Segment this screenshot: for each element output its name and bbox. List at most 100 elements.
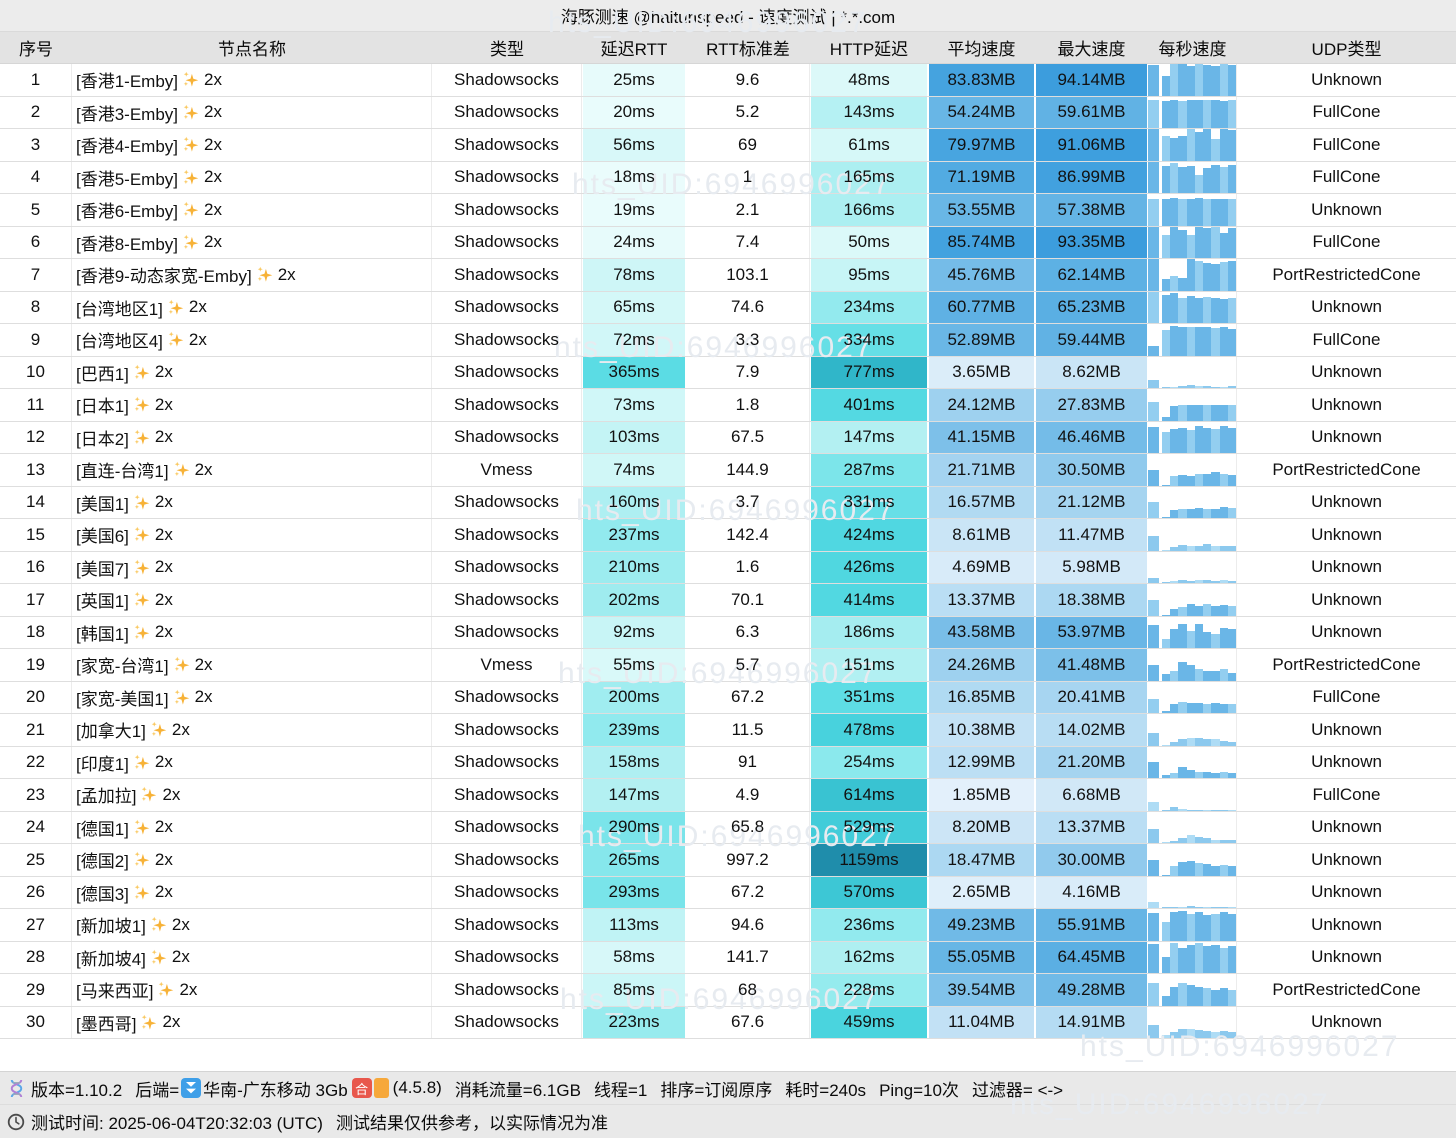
table-row: 24 [德国1] 2x Shadowsocks 290ms 65.8 529ms… bbox=[0, 811, 1456, 844]
cell-max-speed: 14.02MB bbox=[1035, 714, 1148, 746]
sparkline-bar bbox=[1162, 199, 1171, 226]
cell-max-speed: 49.28MB bbox=[1035, 974, 1148, 1006]
speed-sparkline bbox=[1148, 324, 1237, 356]
cell-max-speed: 30.50MB bbox=[1035, 454, 1148, 486]
cell-max-speed: 4.16MB bbox=[1035, 876, 1148, 908]
cell-rtt-stddev: 3.7 bbox=[686, 486, 810, 518]
cell-udp-type: Unknown bbox=[1311, 362, 1382, 382]
cell-avg-speed: 41.15MB bbox=[928, 421, 1035, 453]
column-header-0: 序号 bbox=[19, 40, 53, 59]
cell-protocol-type: Shadowsocks bbox=[432, 616, 582, 648]
sparkline-bar bbox=[1186, 546, 1195, 551]
sparkline-bar bbox=[1170, 429, 1179, 453]
sparkles-icon bbox=[167, 299, 184, 316]
speed-sparkline bbox=[1148, 909, 1237, 941]
cell-rtt-latency: 55ms bbox=[582, 649, 686, 681]
cell-node-name: [马来西亚] 2x bbox=[72, 974, 432, 1006]
cell-node-name: [台湾地区4] 2x bbox=[72, 324, 432, 356]
sparkline-bar bbox=[1178, 983, 1187, 1006]
sparkline-bar bbox=[1148, 502, 1159, 518]
cell-rtt-stddev: 65.8 bbox=[686, 811, 810, 843]
sparkline-bar bbox=[1178, 624, 1187, 648]
sparkline-bar bbox=[1178, 910, 1187, 941]
sparkline-bar bbox=[1203, 296, 1212, 323]
cell-udp-type: Unknown bbox=[1311, 492, 1382, 512]
sparkline-bar bbox=[1162, 517, 1171, 518]
sparkles-icon bbox=[140, 1014, 157, 1031]
cell-max-speed: 30.00MB bbox=[1035, 844, 1148, 876]
table-row: 10 [巴西1] 2x Shadowsocks 365ms 7.9 777ms … bbox=[0, 356, 1456, 389]
sparkline-bar bbox=[1203, 64, 1212, 96]
cell-http-latency: 1159ms bbox=[810, 844, 928, 876]
sparkline-bar bbox=[1203, 508, 1212, 518]
sparkles-icon bbox=[133, 364, 150, 381]
cell-rtt-latency: 73ms bbox=[582, 389, 686, 421]
column-header-6: 平均速度 bbox=[947, 40, 1016, 59]
sparkline-bar bbox=[1186, 604, 1195, 616]
sparkline-bar bbox=[1194, 624, 1204, 648]
sparkline-bar bbox=[1162, 549, 1171, 551]
cell-max-speed: 53.97MB bbox=[1035, 616, 1148, 648]
cell-http-latency: 166ms bbox=[810, 194, 928, 226]
cell-index: 22 bbox=[0, 746, 72, 778]
cell-http-latency: 48ms bbox=[810, 64, 928, 96]
footer-traffic: 消耗流量=6.1GB bbox=[454, 1080, 581, 1100]
footer-ping: Ping=10次 bbox=[879, 1080, 959, 1100]
cell-rtt-latency: 56ms bbox=[582, 129, 686, 161]
sparkline-bar bbox=[1227, 840, 1236, 843]
speed-sparkline bbox=[1148, 844, 1237, 876]
sparkline-bar bbox=[1162, 874, 1171, 876]
cell-avg-speed: 55.05MB bbox=[928, 941, 1035, 973]
cell-index: 17 bbox=[0, 584, 72, 616]
sparkline-bar bbox=[1219, 669, 1228, 681]
sparkline-bar bbox=[1162, 638, 1171, 648]
cell-avg-speed: 39.54MB bbox=[928, 974, 1035, 1006]
cell-protocol-type: Shadowsocks bbox=[432, 291, 582, 323]
cell-udp-type: Unknown bbox=[1311, 849, 1382, 869]
sparkline-bar bbox=[1211, 913, 1220, 941]
cell-max-speed: 46.46MB bbox=[1035, 421, 1148, 453]
clock-icon bbox=[7, 1113, 25, 1131]
sparkline-bar bbox=[1227, 386, 1236, 388]
cell-index: 18 bbox=[0, 616, 72, 648]
sparkline-bar bbox=[1194, 669, 1204, 681]
cell-http-latency: 143ms bbox=[810, 96, 928, 128]
sparkline-bar bbox=[1219, 506, 1228, 518]
status-footer: 版本=1.10.2 后端= 华南-广东移动 3Gb 合 (4.5.8) 消耗流量… bbox=[0, 1071, 1456, 1138]
cell-index: 14 bbox=[0, 486, 72, 518]
sparkline-bar bbox=[1178, 508, 1187, 518]
sparkline-bar bbox=[1227, 703, 1236, 713]
cell-http-latency: 570ms bbox=[810, 876, 928, 908]
sparkline-bar bbox=[1162, 957, 1171, 973]
sparkline-bar bbox=[1178, 475, 1187, 486]
footer-backend: 华南-广东移动 3Gb bbox=[203, 1080, 348, 1100]
sparkline-bar bbox=[1162, 484, 1171, 486]
fit-emoji-badge: 合 bbox=[351, 1078, 372, 1098]
sparkline-bar bbox=[1178, 808, 1187, 811]
sparkline-bar bbox=[1227, 507, 1236, 518]
cell-rtt-stddev: 70.1 bbox=[686, 584, 810, 616]
cell-max-speed: 55.91MB bbox=[1035, 909, 1148, 941]
table-row: 23 [孟加拉] 2x Shadowsocks 147ms 4.9 614ms … bbox=[0, 779, 1456, 812]
footer-filter: 过滤器= <-> bbox=[971, 1080, 1064, 1100]
cell-rtt-latency: 265ms bbox=[582, 844, 686, 876]
sparkline-bar bbox=[1211, 429, 1220, 453]
cell-rtt-latency: 65ms bbox=[582, 291, 686, 323]
sparkline-bar bbox=[1194, 862, 1204, 876]
cell-http-latency: 287ms bbox=[810, 454, 928, 486]
sparkline-bar bbox=[1211, 327, 1220, 356]
sparkline-bar bbox=[1148, 625, 1159, 648]
sparkline-bar bbox=[1194, 986, 1204, 1006]
sparkline-bar bbox=[1148, 346, 1159, 356]
sparkline-bar bbox=[1194, 132, 1204, 161]
cell-index: 21 bbox=[0, 714, 72, 746]
cell-index: 29 bbox=[0, 974, 72, 1006]
sparkline-bar bbox=[1219, 233, 1228, 258]
sparkline-bar bbox=[1178, 386, 1187, 388]
cell-rtt-stddev: 5.2 bbox=[686, 96, 810, 128]
sparkline-bar bbox=[1186, 770, 1195, 778]
sparkline-bar bbox=[1186, 476, 1195, 486]
cell-protocol-type: Shadowsocks bbox=[432, 324, 582, 356]
cell-udp-type: FullCone bbox=[1312, 784, 1381, 804]
sparkline-bar bbox=[1211, 944, 1220, 973]
